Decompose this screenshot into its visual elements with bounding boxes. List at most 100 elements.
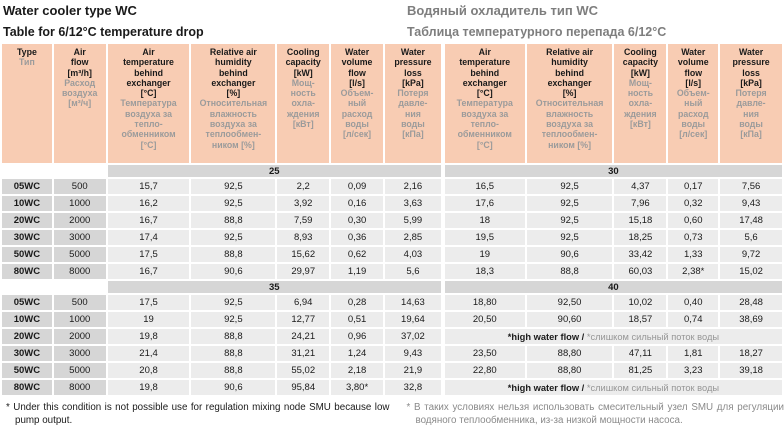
value-cell: 18,25 xyxy=(614,230,667,245)
left-spec-table: Type Тип Air flow [m³/h] Расход воздуха [м³… xyxy=(0,42,443,397)
value-cell: 7,59 xyxy=(277,213,330,228)
table-row: 10WC 1000 16,2 92,5 3,92 0,16 3,63 xyxy=(2,196,441,211)
value-cell: 0,32 xyxy=(668,196,719,211)
value-cell: 47,11 xyxy=(614,346,667,361)
note-text-ru: *слишком сильный поток воды xyxy=(586,382,720,393)
value-cell: 5,99 xyxy=(384,213,441,228)
value-cell: 7,96 xyxy=(614,196,667,211)
section-band-row: 35 xyxy=(2,281,441,293)
value-cell: 15,02 xyxy=(720,264,782,279)
value-cell: 5,6 xyxy=(384,264,441,279)
table-row: 05WC 500 15,7 92,5 2,2 0,09 2,16 xyxy=(2,179,441,194)
section-band-row: 30 xyxy=(444,165,782,177)
value-cell: 19 xyxy=(107,312,190,327)
type-cell: 05WC xyxy=(2,295,52,310)
header-row: Type Тип Air flow [m³/h] Расход воздуха [м³… xyxy=(2,44,441,163)
value-cell: 88,8 xyxy=(191,363,276,378)
value-cell: 92,50 xyxy=(526,295,613,310)
col-header-air-temp-ru: Температура воздуха за тепло- обменником… xyxy=(456,98,513,150)
value-cell: 81,25 xyxy=(614,363,667,378)
value-cell: 17,48 xyxy=(720,213,782,228)
air-flow-cell: 2000 xyxy=(53,213,106,228)
col-header-humidity-en: Relative air humidity behind exchanger [… xyxy=(209,47,257,99)
value-cell: 19 xyxy=(444,247,525,262)
value-cell: 88,8 xyxy=(191,213,276,228)
value-cell: 16,7 xyxy=(107,213,190,228)
value-cell: 15,62 xyxy=(277,247,330,262)
value-cell: 0,96 xyxy=(331,329,383,344)
value-cell: 14,63 xyxy=(384,295,441,310)
value-cell: 3,23 xyxy=(668,363,719,378)
value-cell: 17,5 xyxy=(107,295,190,310)
note-row: *high water flow / *слишком сильный пото… xyxy=(444,380,782,395)
type-cell: 20WC xyxy=(2,329,52,344)
col-header-pressure: Water pressure loss [kPa] Потеря давле- н… xyxy=(384,44,441,163)
value-cell: 10,02 xyxy=(614,295,667,310)
value-cell: 88,8 xyxy=(191,329,276,344)
value-cell: 9,43 xyxy=(384,346,441,361)
col-header-pressure-en: Water pressure loss [kPa] xyxy=(732,47,770,88)
col-header-water-flow-ru: Объем- ный расход воды [л/сек] xyxy=(340,88,374,140)
col-header-pressure: Water pressure loss [kPa] Потеря давле- н… xyxy=(720,44,782,163)
table-row: 50WC 5000 17,5 88,8 15,62 0,62 4,03 xyxy=(2,247,441,262)
air-flow-cell: 2000 xyxy=(53,329,106,344)
col-header-pressure-ru: Потеря давле- ния воды [кПа] xyxy=(735,88,767,140)
table-row: *high water flow / *слишком сильный пото… xyxy=(444,380,782,395)
value-cell: 1,33 xyxy=(668,247,719,262)
value-cell: 33,42 xyxy=(614,247,667,262)
table-row: 19 90,6 33,42 1,33 9,72 xyxy=(444,247,782,262)
value-cell: 28,48 xyxy=(720,295,782,310)
value-cell: 12,77 xyxy=(277,312,330,327)
title-area: Water cooler type WC Table for 6/12°C te… xyxy=(0,0,784,39)
value-cell: 19,8 xyxy=(107,380,190,395)
value-cell: 95,84 xyxy=(277,380,330,395)
table-row: 80WC 8000 19,8 90,6 95,84 3,80* 32,8 xyxy=(2,380,441,395)
blank-cell xyxy=(2,165,52,177)
blank-cell xyxy=(54,165,106,177)
col-header-water-flow: Water volume flow [l/s] Объем- ный расход… xyxy=(331,44,383,163)
type-cell: 50WC xyxy=(2,247,52,262)
value-cell: 0,16 xyxy=(331,196,383,211)
value-cell: 29,97 xyxy=(277,264,330,279)
spec-tables: Type Тип Air flow [m³/h] Расход воздуха [м³… xyxy=(0,42,784,397)
type-cell: 10WC xyxy=(2,196,52,211)
value-cell: 92,5 xyxy=(526,196,613,211)
title-block-ru: Водяный охладитель тип WC Таблица темпер… xyxy=(397,3,784,39)
value-cell: 6,94 xyxy=(277,295,330,310)
value-cell: 16,2 xyxy=(107,196,190,211)
air-flow-cell: 500 xyxy=(53,295,106,310)
value-cell: 5,6 xyxy=(720,230,782,245)
value-cell: 21,9 xyxy=(384,363,441,378)
value-cell: 2,85 xyxy=(384,230,441,245)
value-cell: 92,5 xyxy=(191,295,276,310)
col-header-air-flow-ru: Расход воздуха [м³/ч] xyxy=(62,77,98,109)
air-flow-cell: 1000 xyxy=(53,312,106,327)
value-cell: 0,51 xyxy=(331,312,383,327)
table-row: 22,80 88,80 81,25 3,23 39,18 xyxy=(444,363,782,378)
col-header-air-temp-ru: Температура воздуха за тепло- обменником… xyxy=(120,98,177,150)
value-cell: 32,8 xyxy=(384,380,441,395)
table-row: 19,5 92,5 18,25 0,73 5,6 xyxy=(444,230,782,245)
air-flow-cell: 3000 xyxy=(53,230,106,245)
col-header-cooling: Cooling capacity [kW] Мощ- ность охла- жд… xyxy=(277,44,330,163)
value-cell: 92,5 xyxy=(526,179,613,194)
type-cell: 30WC xyxy=(2,230,52,245)
value-cell: 92,5 xyxy=(191,230,276,245)
section-band: 40 xyxy=(444,281,782,293)
value-cell: 3,92 xyxy=(277,196,330,211)
value-cell: 2,2 xyxy=(277,179,330,194)
value-cell: 16,7 xyxy=(107,264,190,279)
value-cell: 88,8 xyxy=(191,247,276,262)
page-subtitle-ru: Таблица температурного перепада 6/12°С xyxy=(406,25,667,39)
type-cell: 05WC xyxy=(2,179,52,194)
type-cell: 30WC xyxy=(2,346,52,361)
value-cell: 8,93 xyxy=(277,230,330,245)
col-header-water-flow-ru: Объем- ный расход воды [л/сек] xyxy=(676,88,710,140)
value-cell: 4,37 xyxy=(614,179,667,194)
value-cell: 90,6 xyxy=(191,264,276,279)
value-cell: 1,81 xyxy=(668,346,719,361)
value-cell: 60,03 xyxy=(614,264,667,279)
air-flow-cell: 5000 xyxy=(53,363,106,378)
col-header-cooling-en: Cooling capacity [kW] xyxy=(622,47,659,78)
